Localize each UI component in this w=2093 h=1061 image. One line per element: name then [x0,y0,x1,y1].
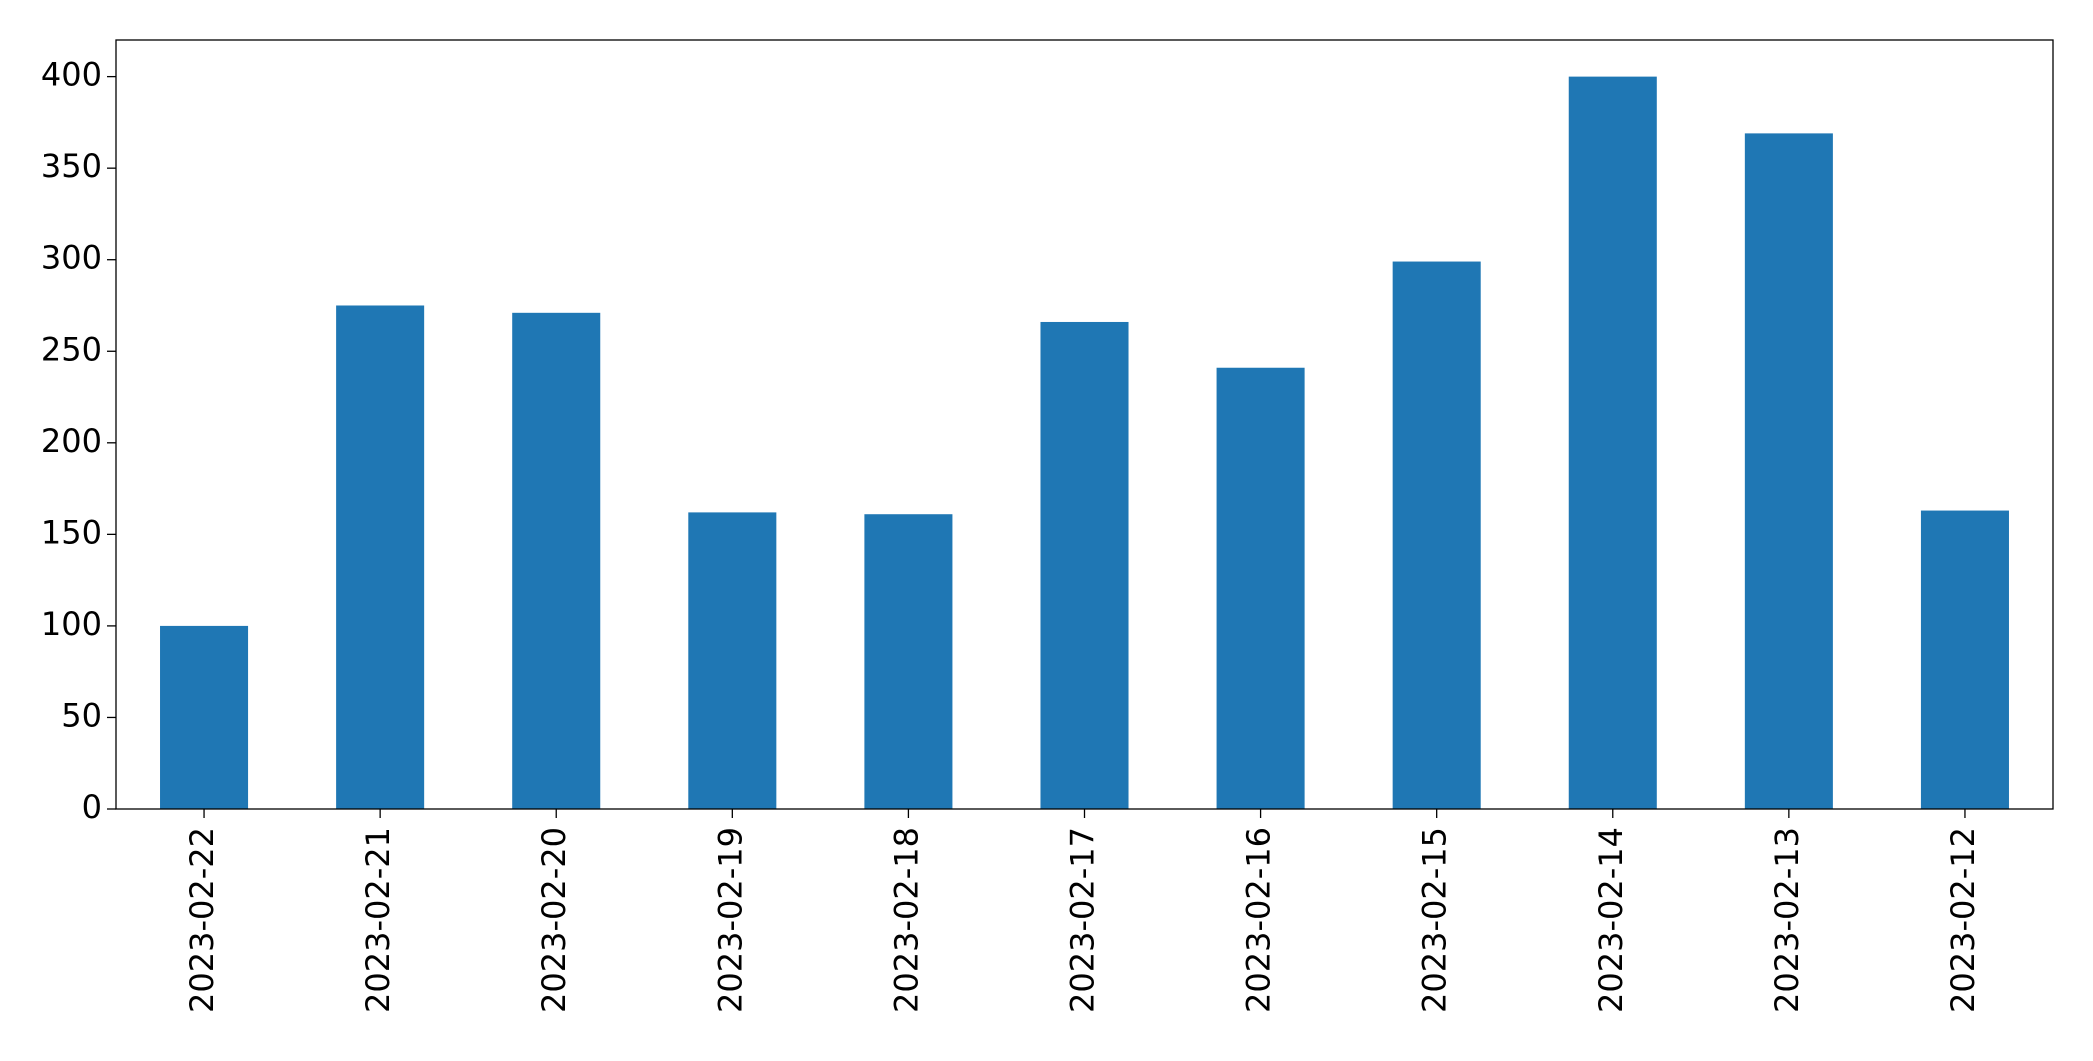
bar [1392,261,1481,809]
y-tick-label: 200 [41,422,102,460]
y-tick-label: 150 [41,513,102,551]
x-tick-label: 2023-02-17 [1064,827,1102,1013]
x-tick-label: 2023-02-15 [1416,827,1454,1013]
y-tick-label: 300 [41,239,102,277]
bar [1744,133,1833,810]
bar [1568,76,1657,810]
x-tick-label: 2023-02-22 [183,827,221,1013]
y-tick-label: 0 [82,788,102,826]
plot-frame [115,39,2054,810]
bar [864,514,953,809]
x-tick-label: 2023-02-12 [1944,827,1982,1013]
bar [512,312,601,809]
bar [336,305,425,809]
bar [1040,321,1129,809]
bar [1216,367,1305,809]
bar [160,625,249,809]
y-tick-label: 50 [61,696,102,734]
bar [1920,510,2009,809]
y-tick-label: 400 [41,56,102,94]
x-tick-label: 2023-02-18 [887,827,925,1013]
y-tick-label: 100 [41,605,102,643]
x-tick-label: 2023-02-20 [535,827,573,1013]
y-tick-label: 250 [41,330,102,368]
x-tick-label: 2023-02-21 [359,827,397,1013]
x-tick-label: 2023-02-13 [1768,827,1806,1013]
x-tick-label: 2023-02-16 [1240,827,1278,1013]
x-tick-label: 2023-02-19 [711,827,749,1013]
y-tick-label: 350 [41,147,102,185]
bar [688,512,777,809]
x-tick-label: 2023-02-14 [1592,827,1630,1013]
